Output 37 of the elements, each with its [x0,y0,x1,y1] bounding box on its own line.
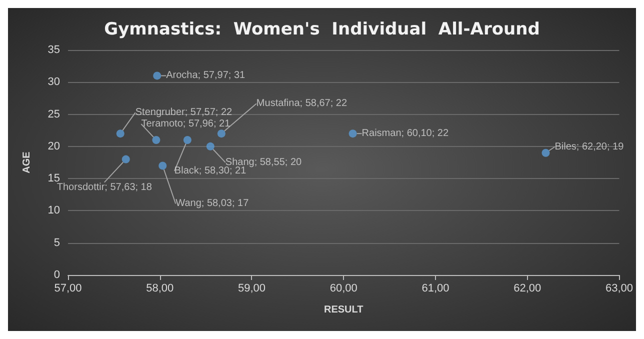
y-tick-label: 35 [48,44,60,56]
point [116,130,124,138]
y-tick-label: 0 [54,269,60,281]
data-label: Stengruber; 57,57; 22 [135,107,233,118]
data-label: Black; 58,30; 21 [174,166,247,176]
point [158,162,167,170]
x-axis-title: RESULT [324,304,364,316]
point [183,136,192,144]
data-label: Shang; 58,55; 20 [225,156,302,168]
point [206,142,214,150]
x-tick-label: 57,00 [54,282,82,294]
x-tick-label: 62,00 [514,282,542,294]
y-tick-label: 25 [48,108,60,120]
chart-title: Gymnastics: Women's Individual All-Around [104,20,540,40]
data-label: Arocha; 57,97; 31 [166,70,246,82]
data-label: Thorsdottir; 57,63; 18 [56,182,152,193]
data-label: Wang; 58,03; 17 [176,198,250,210]
y-tick-label: 30 [48,76,60,88]
x-tick-label: 60,00 [330,282,358,294]
data-label: Teramoto; 57,96; 21 [141,118,231,130]
x-tick-label: 61,00 [422,282,450,294]
y-tick-label: 5 [54,236,60,249]
point [348,130,357,138]
data-label: Biles; 62,20; 19 [554,141,624,152]
x-tick-label: 58,00 [146,282,174,294]
point [153,72,162,80]
point [152,136,160,144]
data-label: Mustafina; 58,67; 22 [256,98,348,110]
point [122,155,130,164]
data-label: Raisman; 60,10; 22 [362,128,449,140]
point [542,148,550,157]
x-tick-label: 59,00 [238,282,266,294]
y-axis-title: AGE [22,151,32,174]
x-tick-label: 63,00 [605,282,633,294]
y-tick-label: 20 [48,140,60,152]
point [217,130,226,138]
y-tick-label: 10 [48,204,60,217]
